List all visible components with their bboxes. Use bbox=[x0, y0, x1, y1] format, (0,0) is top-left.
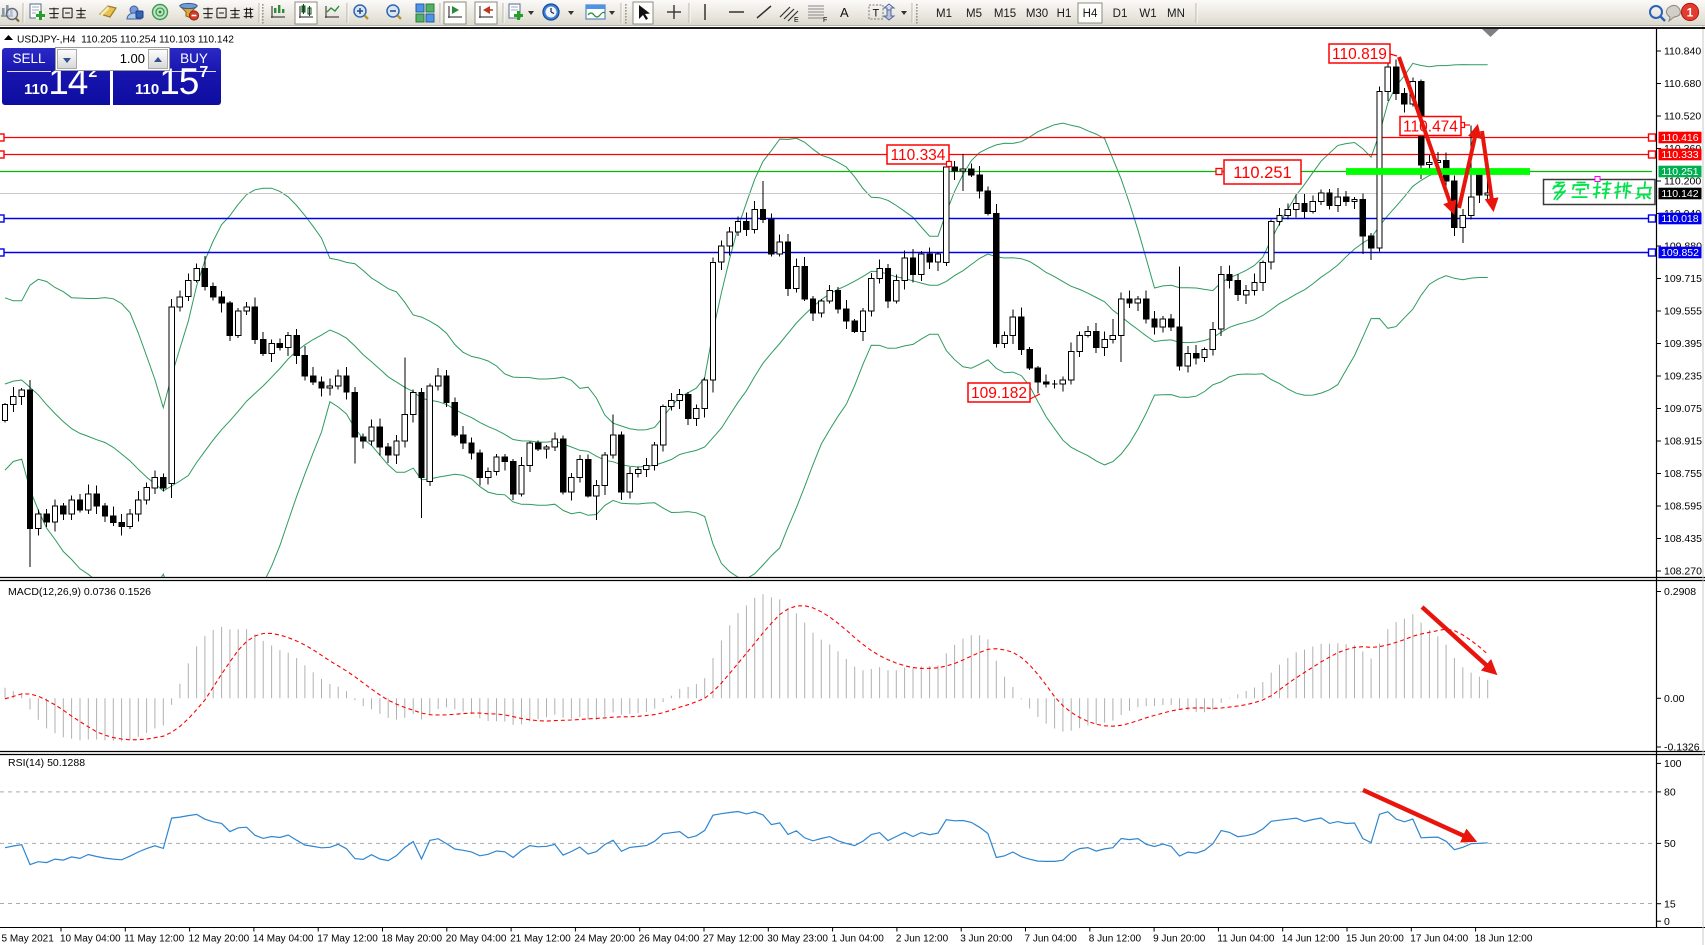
svg-text:108.755: 108.755 bbox=[1664, 468, 1702, 480]
svg-text:H4: H4 bbox=[1083, 8, 1098, 20]
svg-text:21 May 12:00: 21 May 12:00 bbox=[510, 934, 571, 945]
svg-text:M30: M30 bbox=[1026, 8, 1048, 20]
svg-text:110.819: 110.819 bbox=[1332, 46, 1387, 63]
svg-text:108.595: 108.595 bbox=[1664, 501, 1702, 513]
svg-text:20 May 04:00: 20 May 04:00 bbox=[446, 934, 507, 945]
svg-text:109.715: 109.715 bbox=[1664, 273, 1702, 285]
svg-text:110.520: 110.520 bbox=[1664, 111, 1701, 123]
svg-text:15: 15 bbox=[1664, 898, 1676, 910]
svg-text:0.00: 0.00 bbox=[1664, 693, 1685, 705]
svg-text:H1: H1 bbox=[1057, 8, 1072, 20]
svg-text:109.182: 109.182 bbox=[971, 385, 1027, 402]
svg-text:17 May 12:00: 17 May 12:00 bbox=[317, 934, 378, 945]
svg-text:110.200: 110.200 bbox=[1664, 176, 1701, 188]
svg-text:D1: D1 bbox=[1113, 8, 1128, 20]
svg-text:3 Jun 20:00: 3 Jun 20:00 bbox=[960, 934, 1013, 945]
svg-text:109.555: 109.555 bbox=[1664, 306, 1702, 318]
svg-text:7 Jun 04:00: 7 Jun 04:00 bbox=[1025, 934, 1078, 945]
svg-text:9 Jun 20:00: 9 Jun 20:00 bbox=[1153, 934, 1206, 945]
svg-text:50: 50 bbox=[1664, 838, 1676, 850]
svg-text:A: A bbox=[840, 5, 849, 20]
svg-text:110.840: 110.840 bbox=[1664, 46, 1701, 58]
svg-text:T: T bbox=[873, 8, 880, 20]
svg-text:27 May 12:00: 27 May 12:00 bbox=[703, 934, 764, 945]
svg-text:14 May 04:00: 14 May 04:00 bbox=[253, 934, 314, 945]
svg-text:110.018: 110.018 bbox=[1661, 213, 1698, 225]
svg-text:2 Jun 12:00: 2 Jun 12:00 bbox=[896, 934, 949, 945]
svg-text:11 Jun 04:00: 11 Jun 04:00 bbox=[1217, 934, 1275, 945]
svg-text:80: 80 bbox=[1664, 787, 1676, 799]
svg-text:100: 100 bbox=[1664, 758, 1682, 770]
svg-text:110.333: 110.333 bbox=[1661, 149, 1698, 161]
svg-text:110.251: 110.251 bbox=[1233, 164, 1291, 182]
svg-text:USDJPY-,H4 110.205 110.254 11: USDJPY-,H4 110.205 110.254 110.103 110.1… bbox=[17, 35, 234, 46]
svg-text:M5: M5 bbox=[966, 8, 982, 20]
svg-text:26 May 04:00: 26 May 04:00 bbox=[639, 934, 700, 945]
svg-text:18 Jun 12:00: 18 Jun 12:00 bbox=[1475, 934, 1533, 945]
svg-text:E: E bbox=[794, 17, 799, 24]
svg-text:109.075: 109.075 bbox=[1664, 403, 1702, 415]
svg-text:M1: M1 bbox=[936, 8, 952, 20]
svg-text:110.416: 110.416 bbox=[1661, 132, 1698, 144]
svg-text:110.251: 110.251 bbox=[1661, 166, 1698, 178]
svg-text:MN: MN bbox=[1167, 8, 1185, 20]
svg-text:17 Jun 04:00: 17 Jun 04:00 bbox=[1410, 934, 1468, 945]
svg-text:W1: W1 bbox=[1139, 8, 1156, 20]
svg-text:14 Jun 12:00: 14 Jun 12:00 bbox=[1282, 934, 1340, 945]
svg-text:1: 1 bbox=[1687, 5, 1694, 19]
svg-text:F: F bbox=[823, 17, 827, 24]
svg-text:109.235: 109.235 bbox=[1664, 371, 1702, 383]
svg-text:108.915: 108.915 bbox=[1664, 436, 1702, 448]
svg-text:110.142: 110.142 bbox=[1661, 188, 1698, 200]
svg-text:18 May 20:00: 18 May 20:00 bbox=[382, 934, 443, 945]
svg-text:0.2908: 0.2908 bbox=[1664, 586, 1696, 598]
svg-text:8 Jun 12:00: 8 Jun 12:00 bbox=[1089, 934, 1142, 945]
svg-text:5 May 2021: 5 May 2021 bbox=[2, 934, 55, 945]
svg-text:12 May 20:00: 12 May 20:00 bbox=[189, 934, 250, 945]
svg-text:109.395: 109.395 bbox=[1664, 338, 1702, 350]
svg-text:M15: M15 bbox=[994, 8, 1016, 20]
svg-text:15 Jun 20:00: 15 Jun 20:00 bbox=[1346, 934, 1404, 945]
svg-text:RSI(14) 50.1288: RSI(14) 50.1288 bbox=[8, 757, 85, 769]
svg-text:1 Jun 04:00: 1 Jun 04:00 bbox=[832, 934, 885, 945]
svg-text:108.435: 108.435 bbox=[1664, 533, 1702, 545]
svg-text:0: 0 bbox=[1664, 916, 1670, 928]
svg-text:10 May 04:00: 10 May 04:00 bbox=[60, 934, 121, 945]
svg-text:110.474: 110.474 bbox=[1403, 119, 1458, 136]
svg-text:30 May 23:00: 30 May 23:00 bbox=[767, 934, 828, 945]
svg-text:24 May 20:00: 24 May 20:00 bbox=[574, 934, 635, 945]
svg-text:11 May 12:00: 11 May 12:00 bbox=[124, 934, 184, 945]
svg-text:110.680: 110.680 bbox=[1664, 78, 1701, 90]
svg-text:MACD(12,26,9) 0.0736 0.1526: MACD(12,26,9) 0.0736 0.1526 bbox=[8, 586, 151, 598]
svg-text:108.270: 108.270 bbox=[1664, 566, 1702, 578]
svg-text:109.852: 109.852 bbox=[1661, 247, 1699, 259]
svg-text:-0.1326: -0.1326 bbox=[1664, 742, 1700, 754]
svg-text:110.334: 110.334 bbox=[891, 147, 946, 164]
